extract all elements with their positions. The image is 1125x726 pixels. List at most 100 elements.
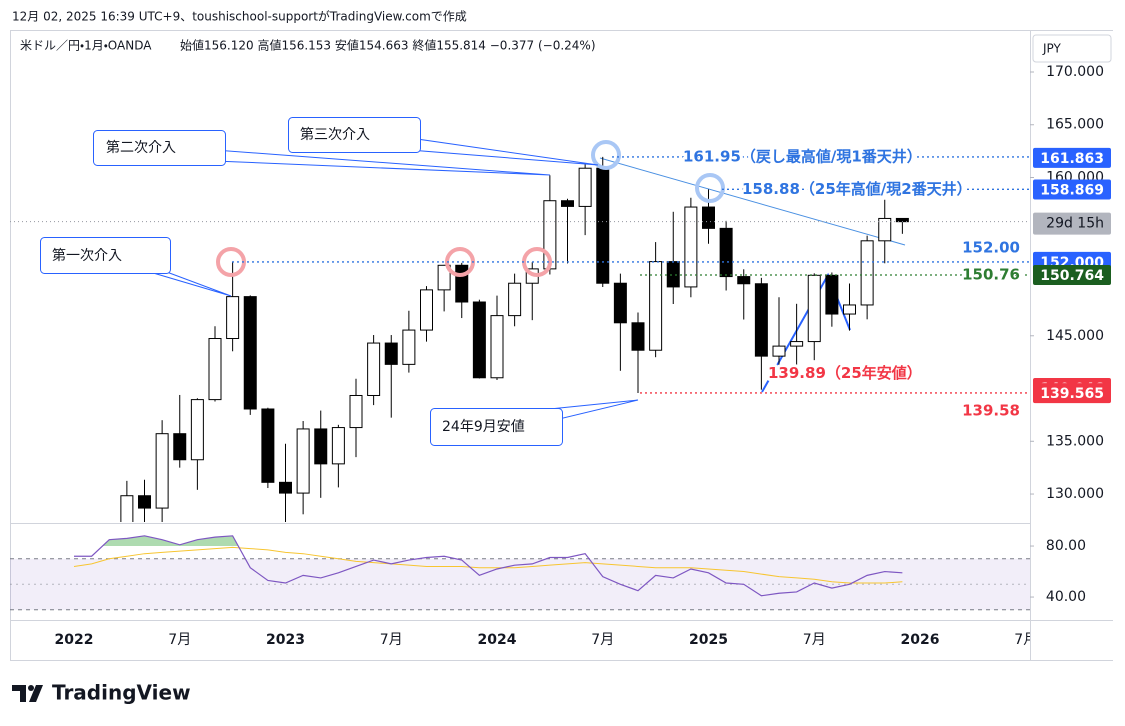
level-label: 139.58 <box>962 401 1020 419</box>
candle-body <box>331 427 345 465</box>
candle-body <box>702 206 715 229</box>
candle-body <box>349 394 363 429</box>
logo-text: TradingView <box>52 681 191 705</box>
callout-box <box>430 408 563 446</box>
candle-body <box>684 206 698 288</box>
x-tick-label: 2024 <box>478 632 517 648</box>
candle-body <box>508 282 522 317</box>
rsi-pane <box>10 535 1030 611</box>
legend-ohlc: 始値156.120 高値156.153 安値154.663 終値155.814 … <box>180 38 596 53</box>
trend-line <box>599 157 906 246</box>
y-tick-label: 130.000 <box>1046 486 1104 502</box>
rsi-ma-line <box>73 546 903 584</box>
x-tick-label: 2026 <box>901 632 940 648</box>
price-badge-label: 150.764 <box>1040 268 1104 284</box>
candle-body <box>455 264 469 303</box>
candle-body <box>138 495 151 509</box>
candle-body <box>878 217 892 242</box>
timestamp: 12月 02, 2025 16:39 UTC+9、toushischool-su… <box>12 9 467 24</box>
candle-body <box>631 322 645 351</box>
x-tick-label: 2025 <box>689 632 728 648</box>
candle-body <box>120 495 134 522</box>
candle-body <box>790 341 804 347</box>
candle-body <box>754 283 768 357</box>
price-badge <box>1033 383 1111 404</box>
currency-box <box>1032 34 1112 63</box>
drawings: 第一次介入 第二次介入 第三次介入 24年9月安値 161.95（戻し最高値/現… <box>40 117 1030 446</box>
candle-body <box>807 274 821 343</box>
candle-body <box>666 261 680 288</box>
price-badge-label: 158.869 <box>1040 182 1104 198</box>
x-tick-label: 7月 <box>591 632 614 648</box>
price-pane <box>10 156 1030 522</box>
candle-body <box>737 276 751 285</box>
price-badge-label: 161.863 <box>1040 151 1104 167</box>
y-tick-label: 135.000 <box>1046 433 1104 449</box>
rsi-line <box>74 535 903 597</box>
callout-box <box>288 117 421 153</box>
candle-body <box>490 315 504 379</box>
countdown-badge <box>1033 212 1111 235</box>
y-tick-label: 170.000 <box>1046 64 1104 80</box>
candle-body <box>402 329 416 365</box>
rsi-overbought-fill <box>74 535 903 547</box>
callout-text: 第三次介入 <box>300 126 370 143</box>
legend-symbol: 米ドル／円・1月・OANDA <box>20 39 152 53</box>
logo-icon <box>29 685 43 702</box>
logo-icon <box>12 685 26 702</box>
candle-body <box>208 338 222 401</box>
marker-circle <box>695 173 725 203</box>
candle-body <box>384 342 398 365</box>
callout-text: 24年9月安値 <box>442 419 525 435</box>
x-tick-label: 2023 <box>266 632 305 648</box>
candle-body <box>843 304 856 315</box>
y-tick-label: 145.000 <box>1046 328 1104 344</box>
x-tick-label: 2022 <box>55 632 94 648</box>
candle-body <box>261 408 275 483</box>
countdown: 29d 15h <box>1046 216 1104 232</box>
level-label: 150.76 <box>962 265 1020 283</box>
candle-body <box>296 428 310 494</box>
candle-body <box>190 399 204 461</box>
candle-body <box>561 200 574 207</box>
candle-body <box>279 481 292 494</box>
candle-body <box>437 264 451 291</box>
y-tick-label: 165.000 <box>1046 117 1104 133</box>
callout-box <box>93 130 226 166</box>
logo-icon <box>28 685 34 691</box>
candle-body <box>825 274 839 315</box>
level-label: 161.95（戻し最高値/現1番天井） <box>683 147 922 165</box>
x-tick-label: 7月 <box>380 632 403 648</box>
rsi-y-tick-label: 40.00 <box>1046 589 1086 605</box>
candle-body <box>860 240 874 306</box>
time-axis-corner <box>1031 621 1113 660</box>
marker-circle <box>591 140 621 170</box>
candle-body <box>155 433 169 509</box>
x-tick-label: 7月 <box>168 632 191 648</box>
candle-body <box>472 301 486 379</box>
candle-body <box>772 345 786 357</box>
candle-body <box>578 167 592 207</box>
price-badge <box>1033 147 1111 168</box>
candle-body <box>649 261 663 351</box>
candle-body <box>314 428 328 465</box>
price-badge <box>1033 179 1111 200</box>
candle-body <box>243 296 257 410</box>
callout-text: 第一次介入 <box>52 247 122 264</box>
level-label: 139.89（25年安値） <box>768 364 922 382</box>
candle-body <box>367 342 381 396</box>
price-badge <box>1033 264 1111 285</box>
price-axis-bg <box>1031 31 1113 620</box>
candle-body <box>420 289 433 331</box>
callout-box <box>40 237 171 274</box>
candle-body <box>226 296 240 340</box>
candle-body <box>173 433 187 461</box>
footer-logo: TradingView <box>12 681 191 705</box>
level-label: 158.88（25年高値/現2番天井） <box>742 180 972 198</box>
rsi-y-tick-label: 80.00 <box>1046 538 1086 554</box>
axes: JPY130.000135.000145.000160.000165.00017… <box>1030 30 1113 660</box>
callout-text: 第二次介入 <box>106 139 176 156</box>
currency: JPY <box>1042 42 1062 56</box>
